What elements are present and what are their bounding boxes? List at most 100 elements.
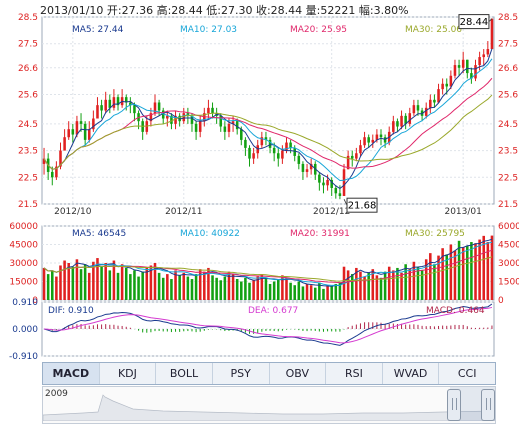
price-ytick-right: 24.5: [498, 120, 518, 130]
volume-bar: [161, 277, 165, 300]
candle-body: [367, 137, 370, 143]
navigator-right-handle[interactable]: [481, 389, 495, 421]
price-ytick-right: 25.6: [498, 90, 518, 100]
volume-bar: [313, 287, 317, 300]
price-ytick-left: 25.6: [18, 90, 38, 100]
volume-bar: [264, 279, 268, 300]
macd-ytick-left: 0.910: [12, 298, 38, 308]
annotation-box: [346, 197, 378, 213]
macd-dif-line: [43, 303, 493, 346]
candle-body: [153, 102, 157, 114]
tab-obv[interactable]: OBV: [270, 363, 327, 384]
tab-kdj[interactable]: KDJ: [100, 363, 157, 384]
volume-bar: [371, 269, 375, 300]
price-ytick-right: 27.5: [498, 40, 518, 50]
candle-body: [87, 129, 91, 140]
volume-bar: [355, 267, 358, 300]
tab-rsi[interactable]: RSI: [326, 363, 383, 384]
tab-macd[interactable]: MACD: [43, 363, 100, 384]
price-ytick-left: 27.5: [18, 40, 38, 50]
volume-bar: [92, 261, 95, 300]
volume-bar: [75, 259, 79, 300]
volume-bar: [207, 267, 210, 300]
volume-bar: [260, 274, 264, 300]
candle-body: [482, 54, 486, 58]
candle-body: [219, 115, 223, 127]
tab-cci[interactable]: CCI: [457, 367, 477, 380]
candle-body: [359, 145, 362, 154]
candle-body: [346, 155, 350, 170]
candle-body: [437, 89, 440, 103]
candle-body: [59, 150, 62, 167]
volume-bar: [198, 269, 202, 300]
candle-body: [124, 97, 128, 103]
price-legend-ma5: MA5: 27.44: [72, 25, 124, 35]
candle-body: [149, 113, 153, 122]
price-xtick-label: 2013/01: [444, 207, 481, 217]
candle-body: [75, 121, 79, 135]
candle-body: [396, 121, 399, 127]
volume-bar: [272, 281, 276, 300]
volume-bar: [346, 270, 350, 300]
low-price-label: 21.68: [348, 201, 377, 212]
candle-body: [211, 107, 214, 114]
candle-body: [408, 113, 412, 124]
volume-bar: [227, 271, 231, 300]
volume-bar: [297, 281, 301, 300]
candle-body: [383, 137, 387, 143]
tab-psy[interactable]: PSY: [213, 363, 270, 384]
candle-body: [198, 121, 202, 132]
time-navigator[interactable]: 2009: [42, 386, 496, 424]
volume-bar: [457, 240, 461, 300]
tab-boll[interactable]: BOLL: [156, 363, 213, 384]
volume-bar: [461, 246, 465, 300]
candle-body: [297, 155, 301, 164]
candle-body: [252, 153, 255, 159]
candle-body: [486, 49, 490, 55]
volume-bar: [424, 259, 428, 300]
candle-body: [371, 139, 375, 143]
volume-bar: [309, 285, 313, 300]
macd-legend-macd: MACD: 0.464: [426, 306, 485, 316]
navigator-left-handle[interactable]: [447, 389, 461, 421]
candle-body: [326, 179, 329, 186]
price-ma30-line: [43, 94, 493, 170]
tab-wvad[interactable]: WVAD: [383, 363, 440, 384]
volume-bar: [55, 276, 58, 300]
price-ma10-line: [43, 58, 493, 182]
volume-bar: [244, 277, 247, 300]
volume-bar: [174, 270, 177, 300]
price-xtick-label: 2012/12: [313, 207, 350, 217]
candle-body: [276, 153, 280, 159]
volume-bar: [120, 264, 124, 300]
volume-bar: [466, 245, 469, 300]
candle-body: [157, 102, 161, 111]
ohlc-header: 2013/01/10 开:27.36 高:28.44 低:27.30 收:28.…: [40, 4, 409, 17]
candle-body: [281, 150, 284, 159]
volume-bar: [289, 282, 292, 300]
high-price-label: 28.44: [460, 17, 489, 28]
volume-bar: [46, 274, 50, 300]
candle-body: [285, 142, 288, 151]
candle-body: [100, 105, 103, 111]
volume-bar: [223, 276, 227, 300]
volume-bar: [42, 267, 46, 300]
price-ma5-line: [43, 48, 493, 190]
volume-bar: [116, 272, 120, 300]
price-ytick-left: 26.6: [18, 64, 38, 74]
candle-body: [108, 99, 112, 108]
indicator-tabs: MACD KDJ BOLL PSY OBV RSI WVAD CCI: [42, 362, 496, 385]
volume-ytick-right: 0: [498, 296, 504, 306]
volume-legend-ma5: MA5: 46545: [72, 229, 126, 239]
candle-body: [104, 99, 107, 111]
volume-bar: [326, 285, 329, 300]
price-ytick-left: 23.5: [18, 147, 38, 157]
volume-bar: [112, 260, 116, 300]
volume-legend-ma30: MA30: 25795: [405, 229, 465, 239]
volume-ytick-right: 30000: [498, 259, 519, 269]
volume-bar: [359, 271, 362, 300]
candle-body: [42, 158, 46, 164]
volume-bar: [392, 270, 395, 300]
price-ytick-right: 23.5: [498, 147, 518, 157]
volume-bar: [67, 263, 70, 300]
